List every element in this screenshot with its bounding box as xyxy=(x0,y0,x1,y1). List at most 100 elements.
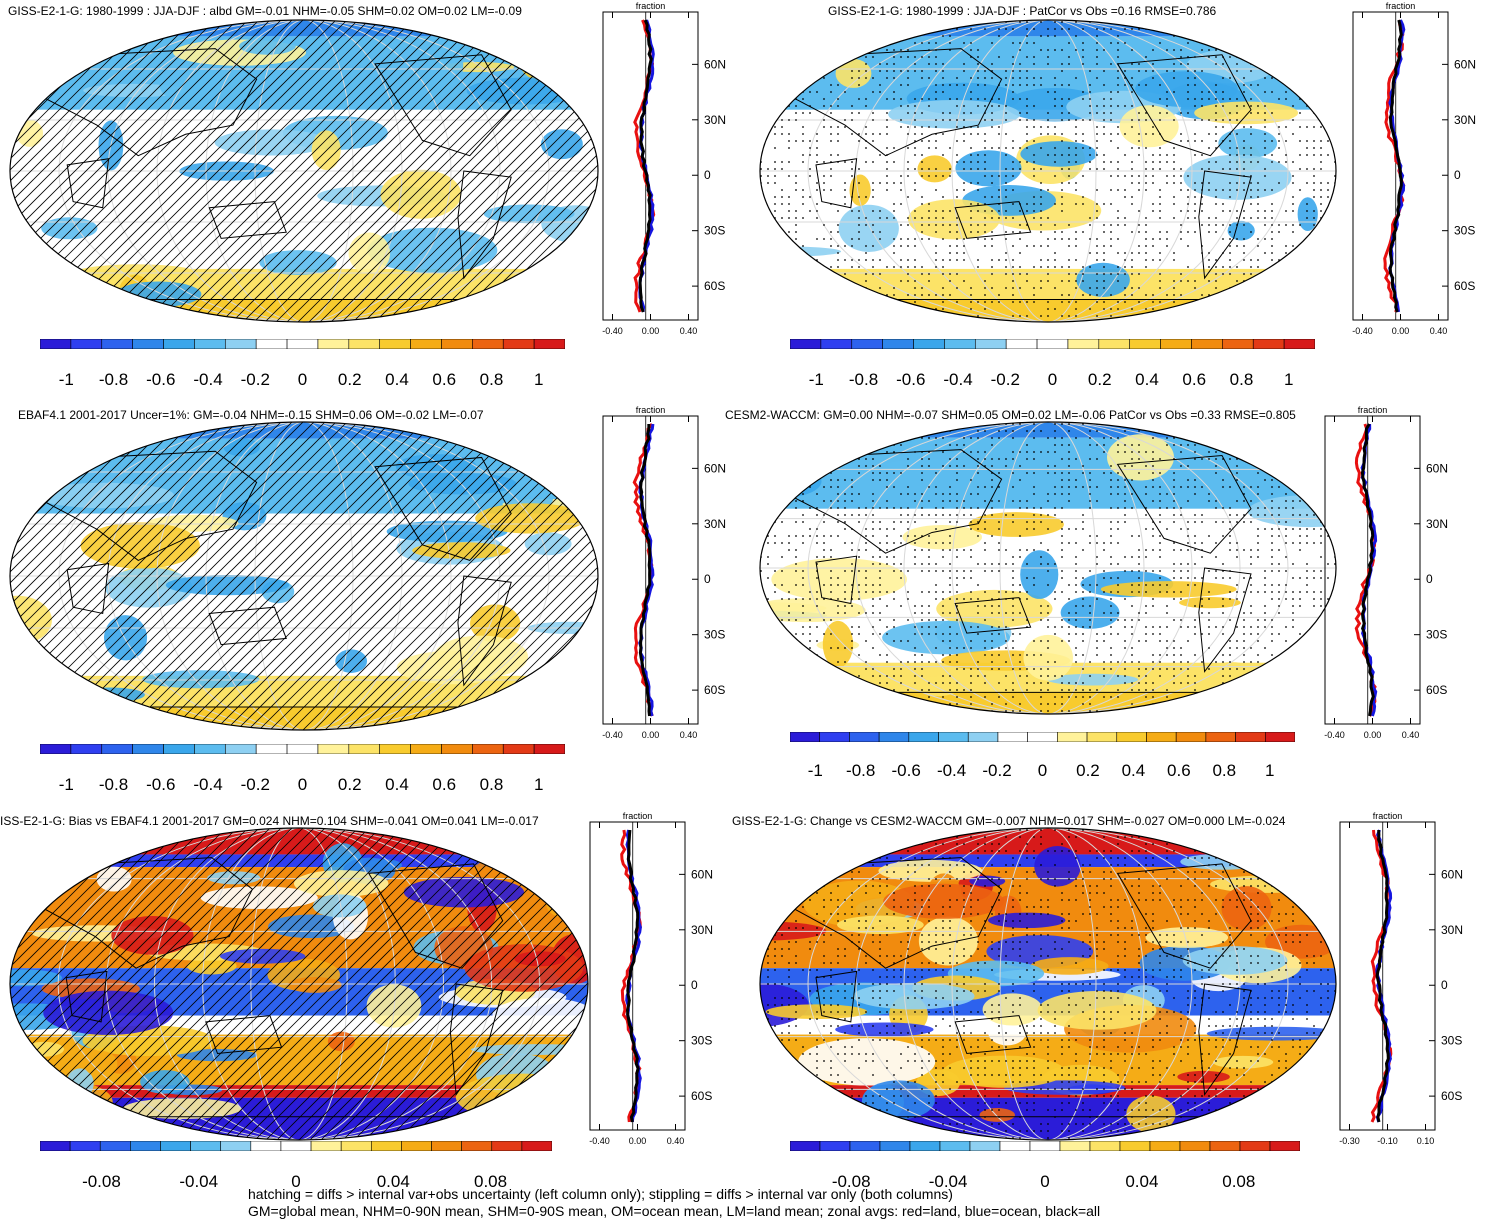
colorbar-tick-label: 0.8 xyxy=(1230,370,1254,390)
global-map xyxy=(8,826,590,1142)
colorbar-tick-label: 0.2 xyxy=(1076,761,1100,781)
zonal-x-tick: -0.40 xyxy=(589,1136,610,1146)
colorbar-tick-label: -0.8 xyxy=(849,370,878,390)
colorbar xyxy=(40,339,565,349)
colorbar-tick-label: 0.08 xyxy=(1222,1172,1255,1192)
colorbar-tick-label: 1 xyxy=(1265,761,1274,781)
zonal-x-tick: 0.40 xyxy=(680,730,698,740)
footnote-line-2: GM=global mean, NHM=0-90N mean, SHM=0-90… xyxy=(248,1203,1100,1220)
colorbar-tick-label: -0.2 xyxy=(241,370,270,390)
colorbar-tick-label: 0.4 xyxy=(385,370,409,390)
colorbar-tick-label: 0.4 xyxy=(1135,370,1159,390)
zonal-lat-tick: 0 xyxy=(704,572,711,586)
global-map xyxy=(758,826,1338,1142)
colorbar-tick-label: -0.6 xyxy=(896,370,925,390)
zonal-x-tick: -0.10 xyxy=(1377,1136,1398,1146)
zonal-lat-tick: 0 xyxy=(1426,572,1433,586)
colorbar-tick-label: -1 xyxy=(809,370,824,390)
colorbar-tick-label: -0.8 xyxy=(99,370,128,390)
zonal-title: fraction xyxy=(623,811,653,821)
zonal-lat-tick: 60N xyxy=(704,461,726,475)
zonal-x-tick: 0.00 xyxy=(1392,326,1410,336)
zonal-lat-tick: 30N xyxy=(1426,517,1448,531)
zonal-lat-tick: 60N xyxy=(1441,867,1463,881)
zonal-title: fraction xyxy=(1373,811,1403,821)
colorbar-tick-label: 0.04 xyxy=(1125,1172,1158,1192)
colorbar-tick-label: 0.8 xyxy=(480,370,504,390)
zonal-x-tick: -0.40 xyxy=(602,326,623,336)
colorbar-tick-label: 0.8 xyxy=(1212,761,1236,781)
zonal-lat-tick: 0 xyxy=(691,978,698,992)
zonal-x-tick: 0.10 xyxy=(1417,1136,1435,1146)
zonal-lat-tick: 60N xyxy=(704,57,726,71)
colorbar xyxy=(790,1141,1300,1151)
footnote-line-1: hatching = diffs > internal var+obs unce… xyxy=(248,1186,1100,1203)
colorbar-tick-label: -0.08 xyxy=(82,1172,121,1192)
global-map xyxy=(8,420,600,732)
colorbar-tick-label: -0.6 xyxy=(891,761,920,781)
colorbar-tick-label: -0.8 xyxy=(846,761,875,781)
colorbar-tick-label: -1 xyxy=(59,775,74,795)
zonal-lat-tick: 60S xyxy=(1441,1089,1462,1103)
colorbar-tick-label: 0.2 xyxy=(1088,370,1112,390)
colorbar-tick-label: 0.2 xyxy=(338,775,362,795)
colorbar-tick-label: -0.2 xyxy=(991,370,1020,390)
zonal-lat-tick: 60N xyxy=(1426,461,1448,475)
colorbar xyxy=(790,339,1315,349)
colorbar-tick-label: -0.04 xyxy=(179,1172,218,1192)
zonal-x-tick: 0.40 xyxy=(1430,326,1448,336)
zonal-lat-tick: 60S xyxy=(1426,683,1447,697)
colorbar-tick-label: -0.2 xyxy=(982,761,1011,781)
zonal-title: fraction xyxy=(1386,1,1416,11)
zonal-lat-tick: 30S xyxy=(1441,1034,1462,1048)
zonal-x-tick: -0.40 xyxy=(1352,326,1373,336)
zonal-lat-tick: 30N xyxy=(691,923,713,937)
zonal-x-tick: 0.00 xyxy=(1364,730,1382,740)
colorbar-tick-label: -0.4 xyxy=(937,761,966,781)
zonal-lat-tick: 30N xyxy=(1441,923,1463,937)
colorbar-tick-label: 1 xyxy=(1284,370,1293,390)
global-map xyxy=(758,18,1338,324)
zonal-lat-tick: 0 xyxy=(1441,978,1448,992)
colorbar xyxy=(40,1141,552,1151)
zonal-lat-tick: 60S xyxy=(704,683,725,697)
zonal-title: fraction xyxy=(636,1,666,11)
zonal-lat-tick: 30S xyxy=(691,1034,712,1048)
colorbar-tick-label: 0 xyxy=(298,775,307,795)
zonal-title: fraction xyxy=(636,405,666,415)
colorbar-tick-label: -0.8 xyxy=(99,775,128,795)
colorbar-tick-label: -0.4 xyxy=(193,775,222,795)
global-map xyxy=(8,18,600,324)
colorbar-tick-label: 1 xyxy=(534,370,543,390)
colorbar xyxy=(40,744,565,754)
zonal-x-tick: -0.40 xyxy=(1324,730,1345,740)
colorbar-tick-label: 0 xyxy=(298,370,307,390)
colorbar-tick-label: -0.6 xyxy=(146,370,175,390)
colorbar-tick-label: 0.2 xyxy=(338,370,362,390)
zonal-lat-tick: 60S xyxy=(704,279,725,293)
colorbar-tick-label: -1 xyxy=(808,761,823,781)
zonal-title: fraction xyxy=(1358,405,1388,415)
colorbar-tick-label: 0.8 xyxy=(480,775,504,795)
colorbar-tick-label: 0.6 xyxy=(1182,370,1206,390)
zonal-lat-tick: 60S xyxy=(1454,279,1475,293)
zonal-lat-tick: 0 xyxy=(1454,168,1461,182)
zonal-lat-tick: 60N xyxy=(691,867,713,881)
zonal-lat-tick: 30S xyxy=(704,628,725,642)
colorbar-tick-label: 0.4 xyxy=(385,775,409,795)
zonal-lat-tick: 30N xyxy=(704,517,726,531)
zonal-x-tick: 0.00 xyxy=(629,1136,647,1146)
colorbar-tick-label: 1 xyxy=(534,775,543,795)
colorbar-tick-label: -0.6 xyxy=(146,775,175,795)
zonal-x-tick: 0.00 xyxy=(642,326,660,336)
figure-footnote: hatching = diffs > internal var+obs unce… xyxy=(248,1186,1100,1220)
colorbar-tick-label: -0.4 xyxy=(943,370,972,390)
colorbar-tick-label: 0 xyxy=(1048,370,1057,390)
zonal-lat-tick: 60N xyxy=(1454,57,1476,71)
zonal-lat-tick: 30S xyxy=(1426,628,1447,642)
colorbar-tick-label: 0.6 xyxy=(432,370,456,390)
